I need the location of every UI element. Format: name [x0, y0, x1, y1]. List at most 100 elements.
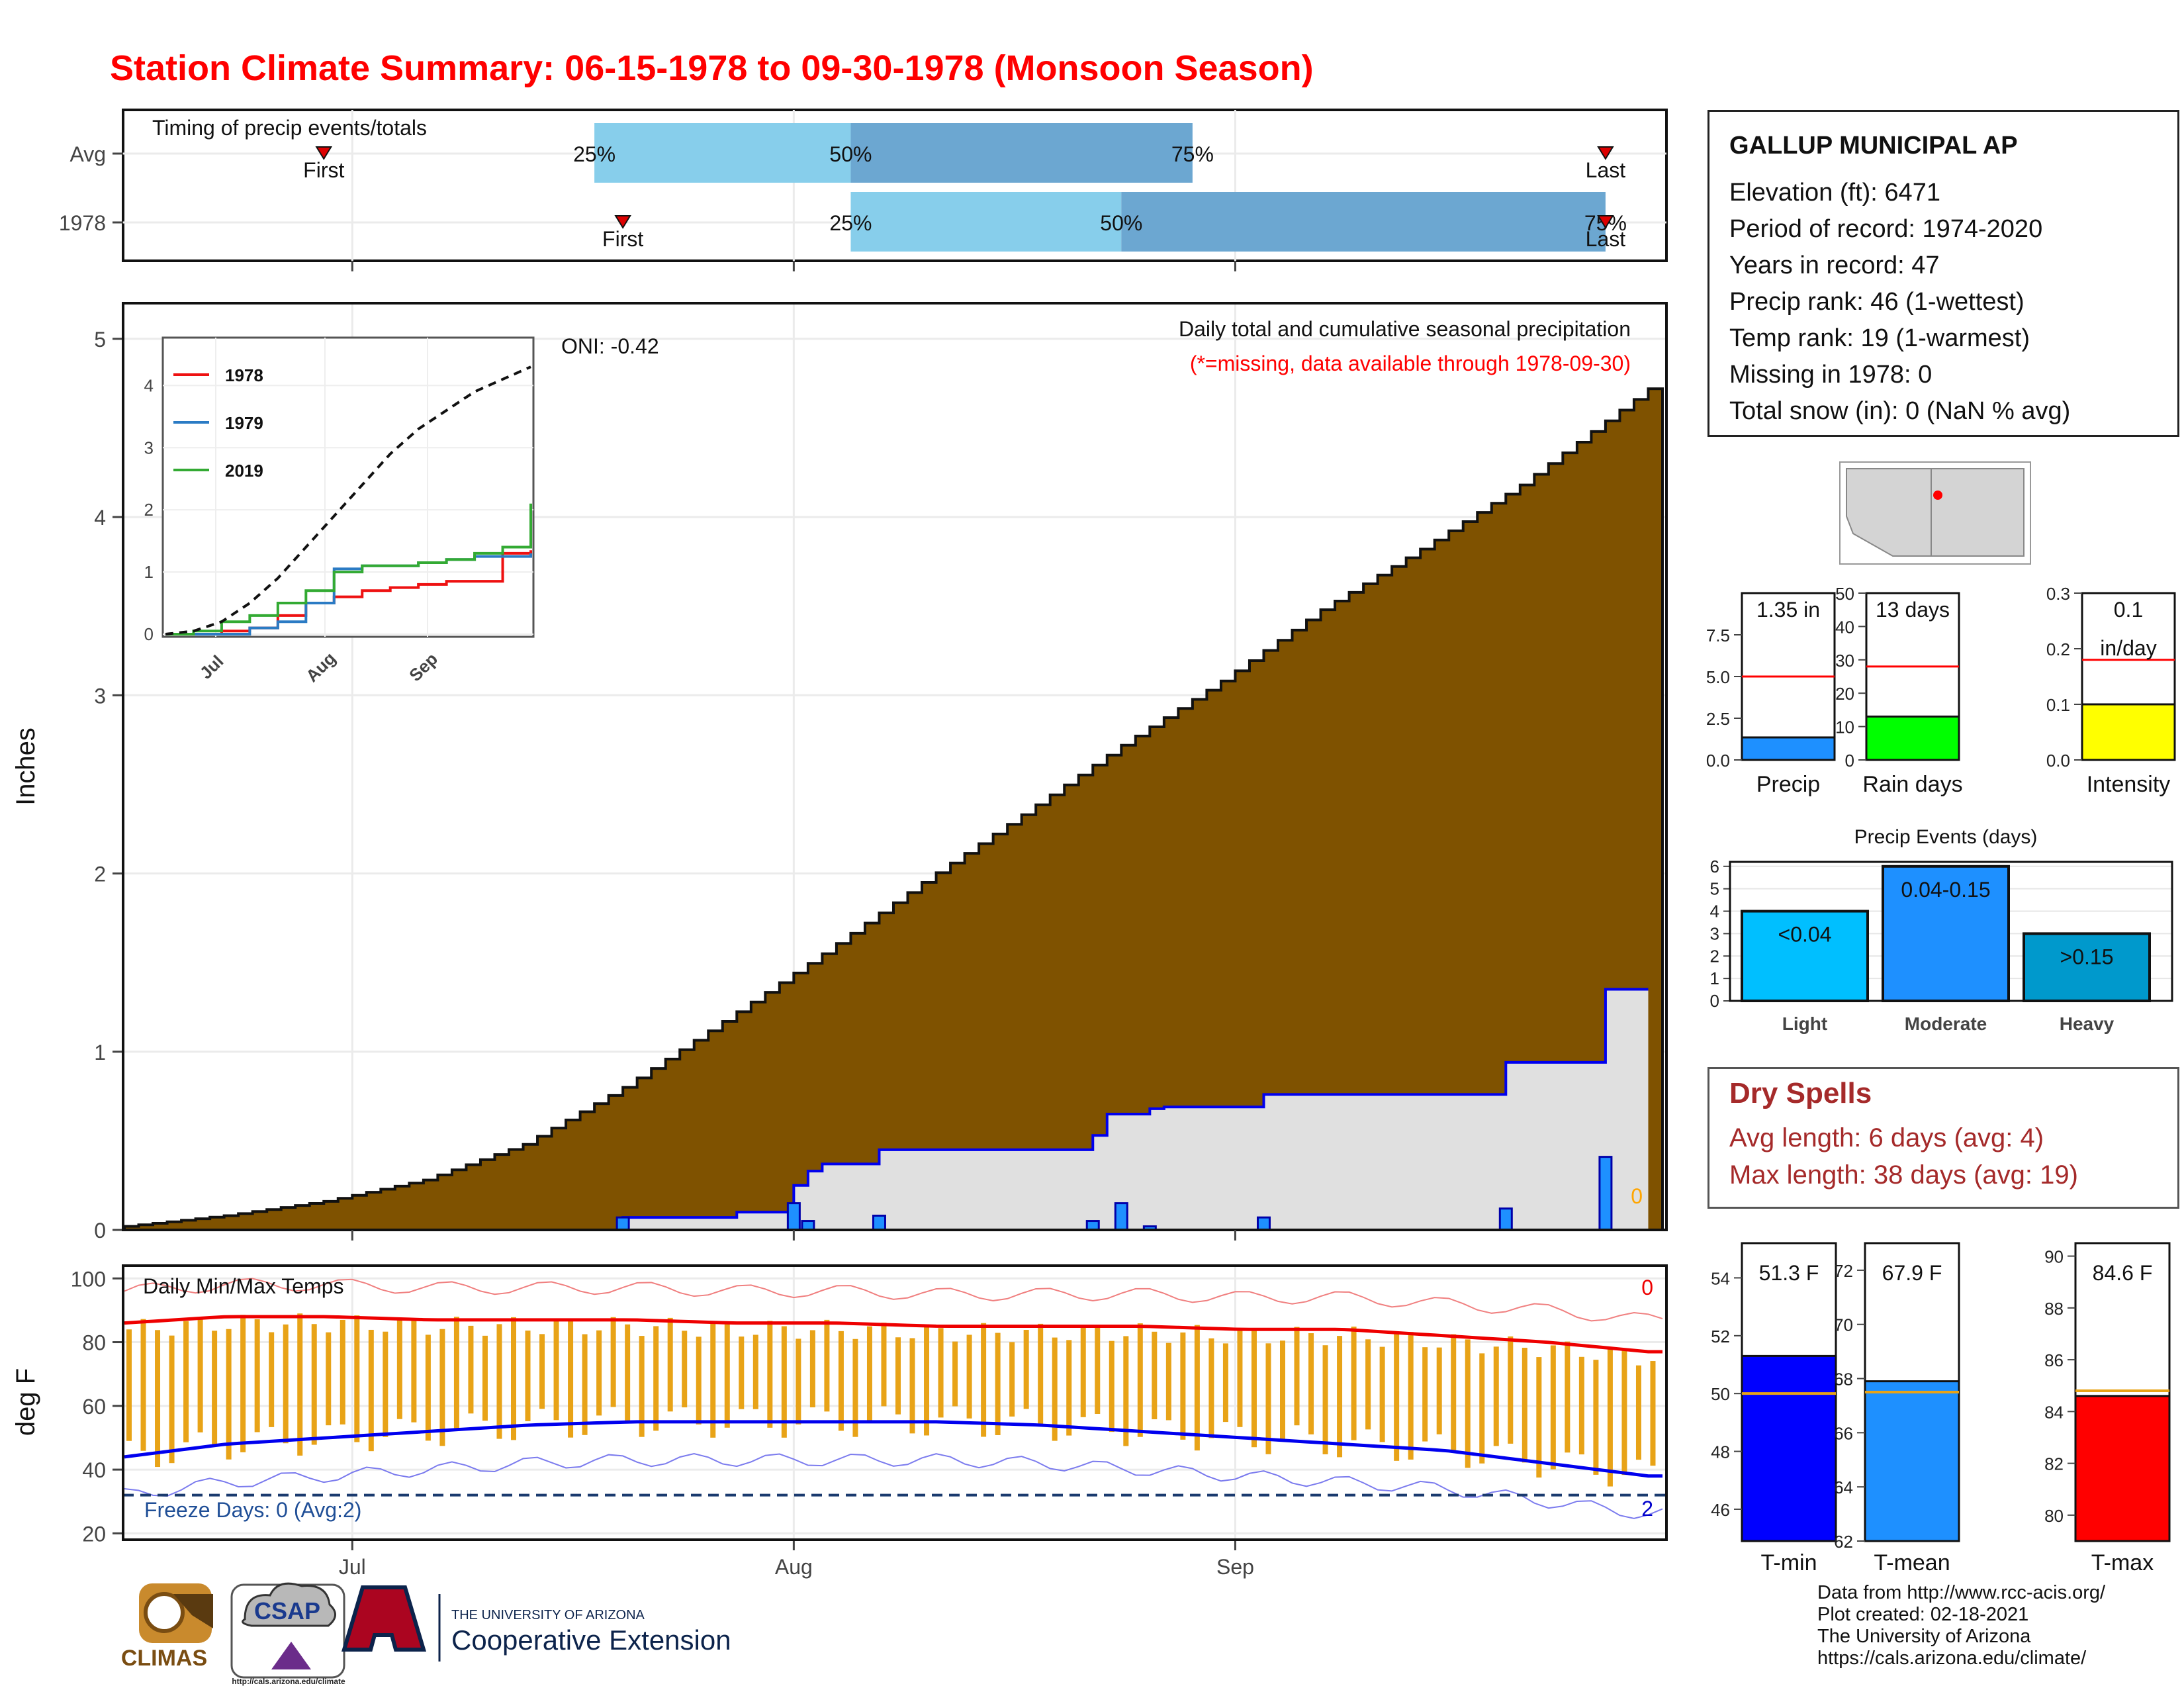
temps-frame	[122, 1264, 1668, 1541]
timing-title: Timing of precip events/totals	[152, 116, 427, 140]
pct-label: 50%	[1100, 211, 1142, 235]
temp-x-tick: Aug	[775, 1555, 813, 1579]
climas-logo-text: CLIMAS	[121, 1646, 207, 1671]
temp-mean-bar-tmean	[1864, 1380, 1960, 1542]
temp-means-panel: 46 48 50 52 54 51.3 F T-min 62 64 66 68 70 72 67.9 F T…	[1711, 1242, 2171, 1575]
daily-temp-bar	[895, 1337, 901, 1415]
daily-temp-bar	[226, 1329, 232, 1460]
events-frame	[1729, 861, 2173, 1002]
cloud-icon	[242, 1582, 336, 1627]
event-bar-label: Heavy	[2060, 1013, 2115, 1034]
freeze-label: Freeze Days: 0 (Avg:2)	[144, 1498, 361, 1522]
avg-max-line	[124, 1315, 1662, 1354]
mountain-icon	[271, 1642, 311, 1669]
daily-temp-bar	[582, 1334, 588, 1435]
quartile-bar-50-75	[850, 123, 1193, 183]
page-title: Station Climate Summary: 06-15-1978 to 0…	[110, 48, 1314, 88]
event-bar-text: 0.04-0.15	[1901, 878, 1990, 902]
temp-mean-y-tick: 86	[2044, 1350, 2064, 1370]
station-line: Elevation (ft): 6471	[1729, 179, 1940, 207]
logos: CLIMAS CSAP http://cals.arizona.edu/climat…	[121, 1582, 731, 1686]
temp-mean-value: 67.9 F	[1882, 1261, 1942, 1285]
stat-value: 1.35 in	[1756, 598, 1820, 622]
daily-temp-bar	[966, 1335, 972, 1419]
temp-x-tick: Jul	[339, 1555, 366, 1579]
stat-y-tick: 2.5	[1706, 709, 1730, 729]
inset-y-tick: 2	[144, 500, 154, 520]
event-bar-light	[1741, 910, 1869, 1002]
daily-temp-bar	[439, 1329, 445, 1446]
inset-average-line	[165, 365, 531, 635]
stat-y-tick: 0	[1845, 751, 1854, 771]
temp-mean-bar-tmax	[2074, 1395, 2171, 1542]
daily-temp-bar	[653, 1326, 659, 1431]
temp-mean-y-tick: 52	[1711, 1327, 1730, 1346]
daily-temp-bar	[809, 1330, 815, 1408]
y-tick-label: 3	[94, 684, 106, 708]
daily-temp-bar	[1109, 1340, 1115, 1432]
daily-temp-bar	[1379, 1346, 1385, 1442]
daily-temp-bar	[354, 1315, 360, 1442]
daily-temp-bar	[1422, 1347, 1428, 1442]
pct-label: 75%	[1171, 142, 1214, 166]
footer-line: Plot created: 02-18-2021	[1817, 1604, 2029, 1625]
y-tick-label: 2	[94, 863, 106, 886]
temp-mean-y-tick: 66	[1834, 1423, 1853, 1443]
daily-temp-bar	[1408, 1332, 1414, 1460]
daily-temp-bar	[1280, 1340, 1285, 1440]
cumulative-1978-fill	[124, 989, 1649, 1230]
csap-url: http://cals.arizona.edu/climate	[232, 1677, 345, 1686]
daily-temp-bar	[1565, 1341, 1570, 1453]
inset-series-2019	[165, 503, 532, 635]
station-line: Missing in 1978: 0	[1729, 361, 1933, 389]
temp-y-tick: 40	[82, 1458, 106, 1482]
stat-y-tick: 30	[1835, 651, 1854, 671]
daily-temp-bar	[1009, 1342, 1015, 1417]
dry-spells-title: Dry Spells	[1729, 1077, 1872, 1109]
y-axis-label: Inches	[11, 727, 40, 806]
daily-temp-bar	[326, 1332, 332, 1426]
daily-temp-bar	[511, 1317, 516, 1440]
daily-temp-bar	[866, 1326, 872, 1421]
dry-spells-box: Dry Spells Avg length: 6 days (avg: 4) M…	[1707, 1067, 2179, 1209]
y-tick-label: 0	[94, 1219, 106, 1243]
daily-temp-bar	[1493, 1346, 1499, 1446]
dry-spells-max: Max length: 38 days (avg: 19)	[1729, 1160, 2078, 1190]
daily-temp-bar	[1152, 1331, 1158, 1420]
events-y-tick: 3	[1710, 923, 1719, 943]
timing-panel: Avg25%50%75%FirstLast197825%50%75%FirstL…	[59, 109, 1668, 271]
daily-temp-bar	[1038, 1323, 1044, 1425]
daily-temp-bar	[368, 1329, 374, 1452]
inset-y-tick: 0	[144, 624, 154, 644]
temp-y-tick: 60	[82, 1395, 106, 1419]
daily-temp-bar	[254, 1319, 260, 1432]
last-marker	[1597, 146, 1614, 160]
record-min-line	[124, 1452, 1663, 1519]
daily-temp-bar	[881, 1323, 887, 1407]
daily-temp-bar	[340, 1319, 345, 1425]
temps-y-axis-label: deg F	[11, 1368, 40, 1436]
daily-temp-bar	[1194, 1325, 1200, 1451]
daily-temp-bar	[297, 1313, 303, 1456]
daily-temp-bar	[767, 1321, 773, 1428]
daily-temp-bar	[781, 1326, 787, 1438]
first-marker	[315, 146, 333, 160]
daily-temp-bar	[824, 1319, 830, 1412]
daily-precip-bar	[786, 1202, 801, 1231]
temp-mean-y-tick: 48	[1711, 1442, 1730, 1462]
oni-label: ONI: -0.42	[561, 334, 659, 358]
daily-temp-bar	[710, 1323, 716, 1438]
stat-value: 0.1	[2114, 598, 2143, 622]
daily-temp-bar	[852, 1338, 858, 1437]
seasonal-stats-panel: 0.0 2.5 5.0 7.5 Precip 1.35 in 0 10 20 30 40 50 Rain…	[1706, 584, 2176, 797]
inset-y-tick: 3	[144, 438, 154, 457]
bottom-count: 2	[1641, 1497, 1653, 1521]
ua-small-text: THE UNIVERSITY OF ARIZONA	[451, 1608, 645, 1622]
daily-temp-bar	[938, 1328, 944, 1418]
daily-temp-bar	[1308, 1333, 1314, 1434]
daily-temp-bar	[539, 1334, 545, 1409]
temp-mean-y-tick: 80	[2044, 1506, 2064, 1526]
daily-temp-bar	[1621, 1350, 1627, 1476]
